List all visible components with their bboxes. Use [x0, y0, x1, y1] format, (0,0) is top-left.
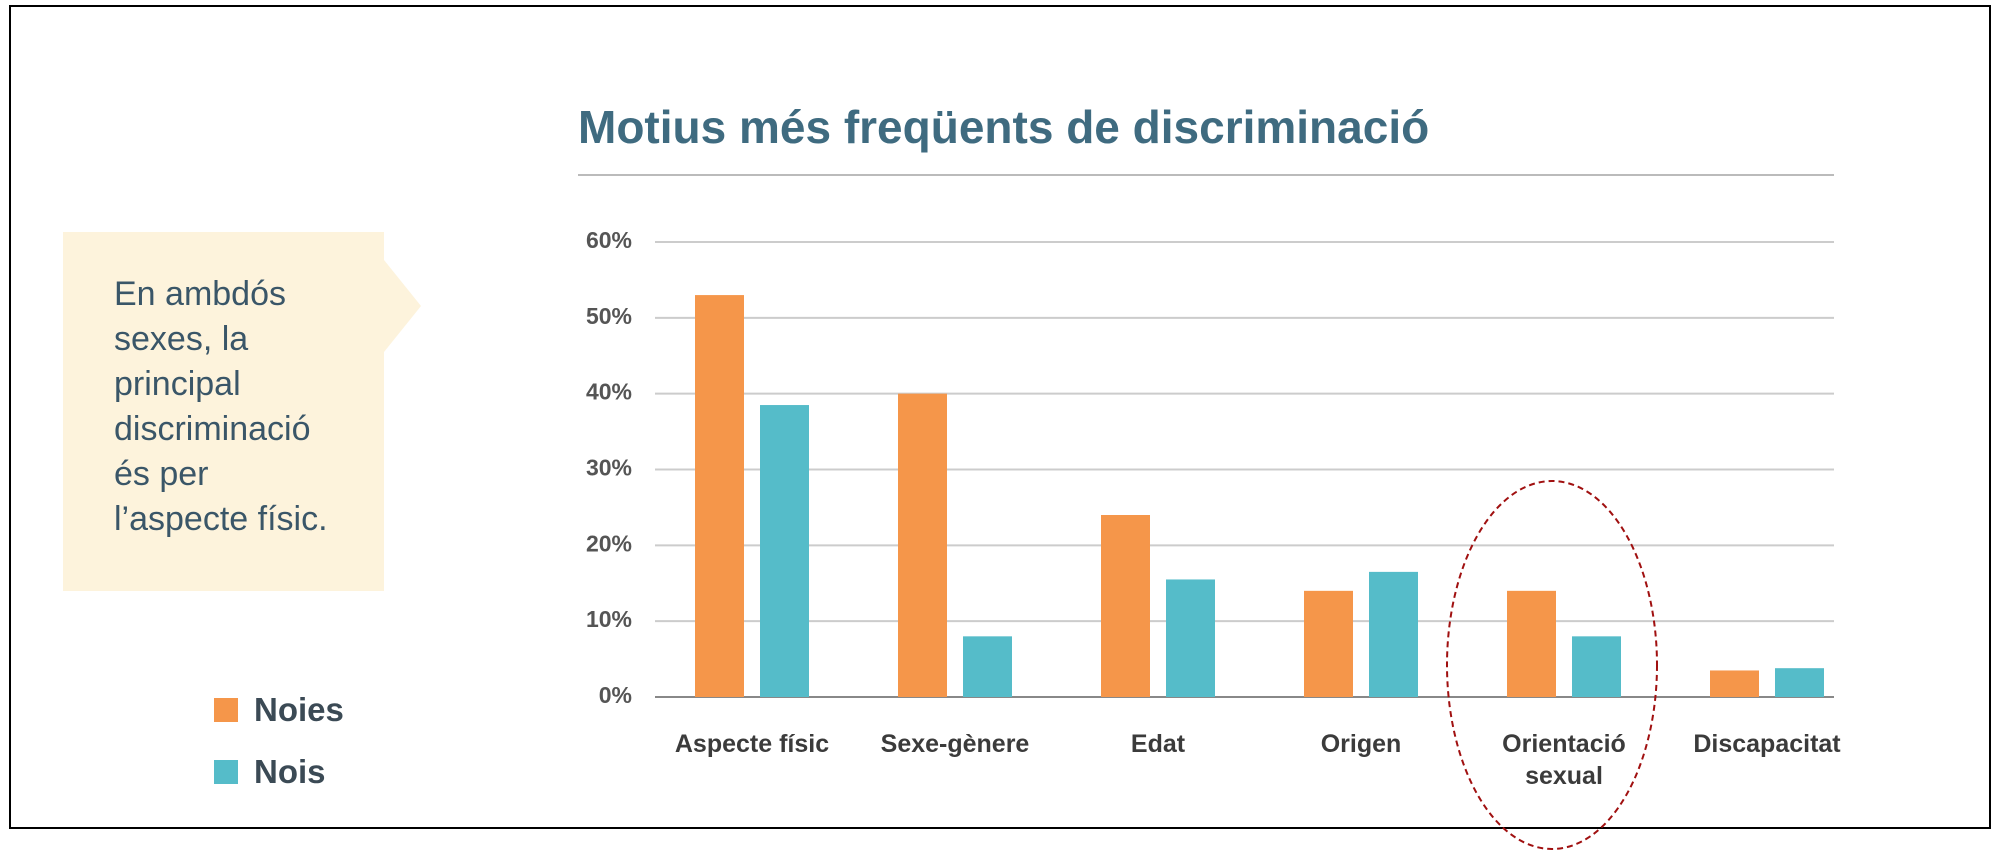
plot-area: 0% 10% 20% 30% 40% 50% 60%	[586, 227, 1834, 708]
callout-line: discriminació	[114, 410, 311, 448]
callout-arrow	[384, 260, 421, 352]
y-tick-label: 20%	[586, 530, 632, 556]
bar	[1166, 579, 1215, 697]
bar	[1304, 590, 1353, 697]
x-tick-label: Sexe-gènere	[880, 730, 1030, 758]
legend-label: Noies	[254, 691, 344, 728]
callout-line: En ambdós	[114, 275, 286, 313]
legend-swatch	[214, 760, 238, 784]
x-tick-label: Aspecte físic	[674, 730, 830, 758]
highlight-ellipse	[1446, 480, 1658, 850]
callout-line: l’aspecte físic.	[114, 500, 328, 538]
bar	[963, 636, 1012, 697]
chart-title: Motius més freqüents de discriminació	[578, 101, 1429, 153]
y-tick-label: 50%	[586, 303, 632, 329]
bar	[760, 405, 809, 697]
bar	[1507, 590, 1556, 697]
callout-text: En ambdós sexes, la principal discriminació…	[114, 272, 328, 542]
bar	[1572, 636, 1621, 697]
bar	[1775, 668, 1824, 697]
legend-label: Nois	[254, 753, 326, 790]
y-tick-label: 60%	[586, 227, 632, 253]
bar	[695, 295, 744, 697]
y-tick-label: 30%	[586, 455, 632, 481]
callout-line: principal	[114, 365, 241, 403]
callout-line: sexes, la	[114, 320, 249, 358]
bar	[898, 393, 947, 697]
frame	[9, 5, 1991, 829]
y-tick-label: 0%	[599, 682, 632, 708]
bar	[1710, 670, 1759, 697]
callout-box	[63, 232, 384, 591]
x-tick-label: Orientació sexual	[1502, 730, 1626, 790]
callout-line: és per	[114, 455, 209, 493]
y-tick-label: 40%	[586, 379, 632, 405]
x-tick-label: Discapacitat	[1693, 730, 1841, 758]
bar	[1101, 515, 1150, 697]
legend-swatch	[214, 698, 238, 722]
x-tick-label: Origen	[1320, 730, 1402, 758]
bar	[1369, 571, 1418, 697]
y-tick-label: 10%	[586, 606, 632, 632]
legend-item: Nois	[214, 753, 326, 791]
legend-item: Noies	[214, 691, 344, 729]
x-tick-label: Edat	[1130, 730, 1186, 758]
